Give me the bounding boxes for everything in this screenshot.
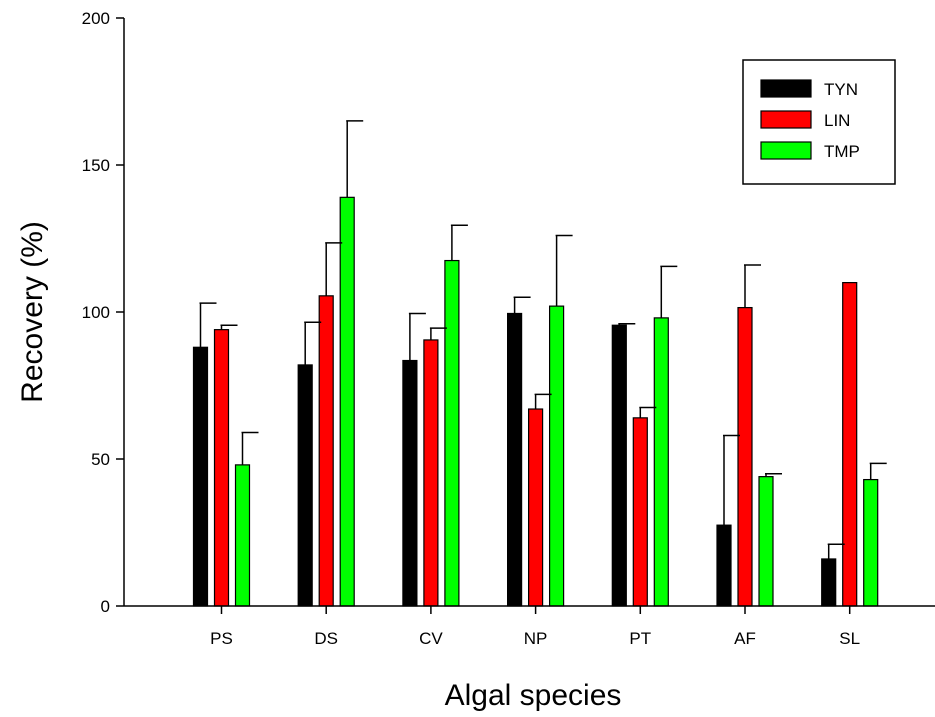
bar-tmp-cv: [444, 259, 460, 607]
bar-lin-np: [527, 408, 544, 607]
x-tick-label: NP: [524, 629, 548, 648]
bar-tmp-np: [548, 305, 565, 607]
x-tick-label: AF: [734, 629, 756, 648]
bar-tyn-ds: [297, 364, 313, 607]
legend-label-lin: LIN: [824, 111, 850, 130]
x-tick-label: PT: [629, 629, 651, 648]
x-tick-label: DS: [314, 629, 338, 648]
bar-lin-ps: [213, 329, 230, 607]
bar-lin-sl: [842, 282, 858, 607]
bar-lin-pt: [632, 417, 648, 607]
bar-tyn-ps: [192, 346, 209, 607]
bar-tmp-pt: [653, 317, 669, 607]
x-tick-label: PS: [210, 629, 233, 648]
x-ticks: PS DS CV NP PT AF SL: [210, 606, 860, 648]
bar-tmp-ds: [339, 196, 355, 607]
y-axis-title: Recovery (%): [16, 221, 49, 403]
legend: TYN LIN TMP: [742, 59, 896, 185]
x-tick-label: CV: [419, 629, 443, 648]
legend-swatch-tyn: [760, 79, 812, 98]
bar-tmp-ps: [234, 464, 251, 607]
bars-layer: [192, 196, 879, 607]
bar-lin-cv: [423, 339, 439, 607]
legend-label-tyn: TYN: [824, 80, 858, 99]
y-tick-label: 150: [82, 156, 110, 175]
legend-swatch-tmp: [760, 141, 812, 160]
bar-tyn-sl: [821, 558, 837, 607]
bar-tyn-af: [716, 524, 732, 607]
y-ticks: 0 50 100 150 200: [82, 9, 124, 616]
bar-tyn-np: [507, 312, 523, 607]
y-tick-label: 0: [101, 597, 110, 616]
bar-tmp-af: [758, 476, 774, 607]
y-tick-label: 100: [82, 303, 110, 322]
bar-tyn-cv: [402, 359, 418, 607]
plot-area: 0 50 100 150 200 PS DS CV NP PT AF SL: [82, 9, 935, 648]
bar-lin-ds: [318, 295, 334, 607]
bar-lin-af: [737, 306, 753, 607]
error-bars-layer: [199, 120, 887, 559]
y-tick-label: 50: [91, 450, 110, 469]
bar-tmp-sl: [863, 478, 879, 607]
y-tick-label: 200: [82, 9, 110, 28]
x-axis-title: Algal species: [445, 679, 622, 712]
legend-label-tmp: TMP: [824, 142, 860, 161]
x-tick-label: SL: [839, 629, 860, 648]
legend-swatch-lin: [760, 110, 812, 129]
bar-tyn-pt: [611, 324, 627, 607]
